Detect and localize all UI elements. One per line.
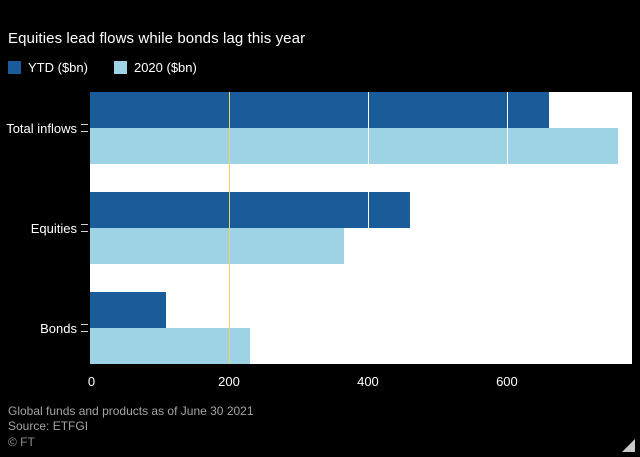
y-tick-marks xyxy=(81,224,88,232)
bar-2020-bn-equities xyxy=(90,228,344,264)
bar-group-bonds xyxy=(90,292,632,364)
y-tick-marks xyxy=(81,124,88,132)
x-axis: 0 200 400 600 xyxy=(87,372,632,390)
x-tick-600: 600 xyxy=(496,374,518,389)
legend-swatch-2020-bn xyxy=(113,61,127,74)
legend-item-2020-bn: 2020 ($bn) xyxy=(113,60,197,75)
y-label-equities: Equities xyxy=(0,192,90,264)
y-label-text: Equities xyxy=(30,220,77,236)
chart-footer: Global funds and products as of June 30 … xyxy=(8,404,254,450)
legend-label: YTD ($bn) xyxy=(28,60,88,75)
x-tick-400: 400 xyxy=(357,374,379,389)
chart-title: Equities lead flows while bonds lag this… xyxy=(8,30,306,47)
bar-group-total-inflows xyxy=(90,92,632,164)
legend-label: 2020 ($bn) xyxy=(133,60,197,75)
y-label-text: Bonds xyxy=(40,320,77,336)
y-tick-marks xyxy=(81,324,88,332)
plot-area xyxy=(90,92,632,364)
y-label-text: Total inflows xyxy=(6,120,77,136)
bar-group-equities xyxy=(90,192,632,264)
legend-item-ytd-bn: YTD ($bn) xyxy=(8,60,88,75)
footer-source: Source: ETFGI xyxy=(8,419,89,433)
legend-swatch-ytd-bn xyxy=(8,61,21,74)
bar-2020-bn-bonds xyxy=(90,328,250,364)
y-axis-labels: Total inflows Equities Bonds xyxy=(0,92,90,364)
x-tick-200: 200 xyxy=(218,374,240,389)
y-label-bonds: Bonds xyxy=(0,292,90,364)
bar-ytd-bn-bonds xyxy=(90,292,167,328)
footer-note: Global funds and products as of June 30 … xyxy=(8,404,254,418)
bar-2020-bn-total-inflows xyxy=(90,128,619,164)
gridline-400 xyxy=(367,92,369,364)
gridline-200 xyxy=(228,92,230,364)
resize-handle-icon xyxy=(622,439,635,452)
gridline-600 xyxy=(506,92,508,364)
legend: YTD ($bn) 2020 ($bn) xyxy=(8,60,197,75)
x-tick-0: 0 xyxy=(87,374,96,389)
bar-ytd-bn-total-inflows xyxy=(90,92,549,128)
bar-ytd-bn-equities xyxy=(90,192,410,228)
chart: Total inflows Equities Bonds xyxy=(0,92,632,364)
y-label-total-inflows: Total inflows xyxy=(0,92,90,164)
footer-credit: © FT xyxy=(8,435,35,449)
